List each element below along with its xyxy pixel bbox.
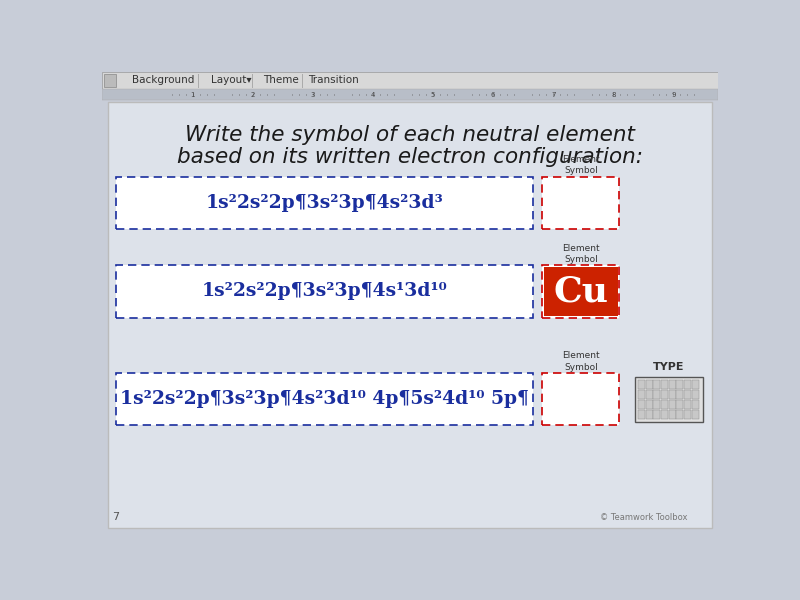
Bar: [684, 410, 691, 419]
Bar: [692, 390, 698, 399]
Bar: [638, 410, 645, 419]
Bar: [692, 380, 698, 389]
Text: 3: 3: [310, 92, 315, 98]
Bar: [638, 400, 645, 409]
Bar: [646, 390, 653, 399]
Bar: [692, 400, 698, 409]
Bar: [661, 400, 668, 409]
Text: Background: Background: [133, 76, 194, 85]
Text: Theme: Theme: [262, 76, 298, 85]
Bar: [102, 89, 718, 100]
Bar: [116, 373, 534, 425]
Bar: [677, 400, 683, 409]
Text: TYPE: TYPE: [653, 362, 685, 371]
Text: 2: 2: [250, 92, 255, 98]
Text: Element
Symbol: Element Symbol: [562, 244, 600, 264]
Text: 7: 7: [112, 512, 119, 521]
Bar: [654, 400, 660, 409]
Bar: [661, 380, 668, 389]
Bar: [654, 390, 660, 399]
Text: 1s²2s²2p¶3s²3p¶4s²3d¹⁰ 4p¶5s²4d¹⁰ 5p¶: 1s²2s²2p¶3s²3p¶4s²3d¹⁰ 4p¶5s²4d¹⁰ 5p¶: [120, 390, 529, 408]
Text: 1: 1: [190, 92, 195, 98]
Bar: [654, 380, 660, 389]
Text: 5: 5: [431, 92, 435, 98]
Text: Transition: Transition: [308, 76, 358, 85]
Bar: [684, 390, 691, 399]
Bar: [661, 410, 668, 419]
Text: Cu: Cu: [554, 274, 609, 308]
Bar: [669, 380, 676, 389]
Bar: [542, 177, 619, 229]
Bar: [646, 410, 653, 419]
Bar: [661, 390, 668, 399]
Bar: [638, 380, 645, 389]
Bar: [677, 380, 683, 389]
Bar: [116, 177, 534, 229]
Text: 9: 9: [671, 92, 675, 98]
Bar: [677, 410, 683, 419]
Text: 7: 7: [551, 92, 555, 98]
Bar: [684, 400, 691, 409]
Bar: [646, 400, 653, 409]
Bar: [542, 373, 619, 425]
Bar: [103, 74, 116, 86]
Text: Element
Symbol: Element Symbol: [562, 352, 600, 371]
Text: © Teamwork Toolbox: © Teamwork Toolbox: [600, 512, 687, 521]
Bar: [692, 410, 698, 419]
Bar: [677, 390, 683, 399]
Bar: [669, 410, 676, 419]
Bar: [669, 390, 676, 399]
Text: Layout▾: Layout▾: [211, 76, 252, 85]
Text: based on its written electron configuration:: based on its written electron configurat…: [177, 146, 643, 167]
Bar: [654, 410, 660, 419]
Bar: [116, 265, 534, 317]
Bar: [102, 72, 718, 89]
Bar: [544, 267, 618, 316]
Bar: [684, 380, 691, 389]
Text: 8: 8: [611, 92, 615, 98]
Text: Element
Symbol: Element Symbol: [562, 155, 600, 175]
Text: Write the symbol of each neutral element: Write the symbol of each neutral element: [185, 125, 635, 145]
Bar: [635, 377, 702, 422]
Bar: [646, 380, 653, 389]
Bar: [669, 400, 676, 409]
Text: 1s²2s²2p¶3s²3p¶4s²3d³: 1s²2s²2p¶3s²3p¶4s²3d³: [206, 194, 443, 212]
Bar: [638, 390, 645, 399]
Text: 1s²2s²2p¶3s²3p¶4s¹3d¹⁰: 1s²2s²2p¶3s²3p¶4s¹3d¹⁰: [202, 283, 447, 301]
Bar: [542, 265, 619, 317]
Text: 6: 6: [491, 92, 495, 98]
Text: 4: 4: [371, 92, 375, 98]
